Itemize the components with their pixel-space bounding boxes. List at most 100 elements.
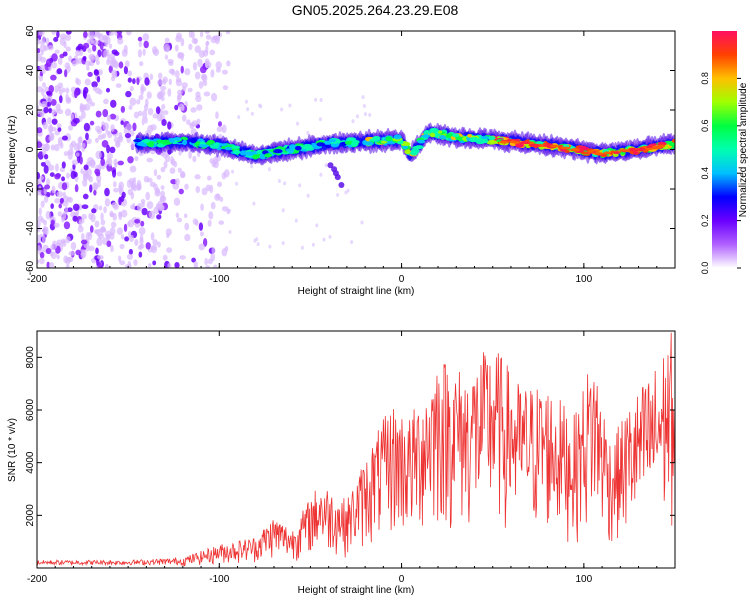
spectrogram-ridge-cell — [133, 139, 143, 143]
spectrogram-noise-cell — [156, 174, 162, 180]
spectrogram-noise-cell — [143, 40, 149, 49]
spectrogram-noise-cell — [67, 207, 73, 213]
spectrogram-noise-cell — [40, 200, 45, 208]
spectrogram-ridge-cell — [252, 154, 259, 160]
spectrogram-ridge-cell — [316, 142, 326, 147]
spectrogram-noise-cell — [204, 31, 210, 35]
spectrogram-ridge-cell — [339, 142, 347, 147]
spectrogram-noise-cell — [92, 44, 97, 52]
spectrogram-noise-cell — [126, 179, 132, 189]
spectrogram-noise-cell — [137, 245, 143, 250]
spectrogram-noise-cell — [110, 124, 115, 132]
snr-x-axis: -200 -100 0 100 — [27, 331, 676, 585]
spectrogram-noise-cell — [315, 223, 319, 228]
spectrogram-ridge-cell — [199, 144, 210, 148]
spectrogram-noise-cell — [136, 182, 142, 190]
spectrogram-noise-cell — [198, 81, 204, 89]
spectrogram-noise-cell — [117, 37, 124, 45]
spectrogram-noise-cell — [46, 117, 52, 125]
spectrogram-peak-cell — [653, 146, 661, 150]
spectrogram-noise-cell — [61, 161, 66, 169]
spectrogram-noise-cell — [49, 172, 55, 177]
spectrogram-noise-cell — [39, 251, 45, 259]
spectrogram-peak-cell — [603, 151, 611, 155]
spectrogram-noise-cell — [73, 89, 78, 99]
spectrogram-noise-cell — [169, 167, 176, 174]
snr-x-tick-label: 100 — [576, 574, 593, 585]
spectrogram-noise-cell — [223, 169, 230, 178]
spectrogram-y-tick-label: 0 — [25, 146, 36, 152]
spectrogram-noise-cell — [129, 165, 137, 173]
spectrogram-noise-cell — [211, 246, 216, 254]
spectrogram-noise-cell — [54, 49, 60, 54]
spectrogram-noise-cell — [134, 219, 141, 224]
spectrogram-noise-cell — [72, 203, 80, 211]
spectrogram-noise-cell — [54, 198, 61, 204]
spectrogram-noise-cell — [174, 70, 180, 78]
spectrogram-noise-cell — [87, 71, 93, 77]
spectrogram-noise-cell — [80, 239, 88, 245]
spectrogram-noise-cell — [170, 178, 177, 185]
spectrogram-noise-cell — [53, 222, 60, 228]
spectrogram-noise-cell — [194, 71, 201, 80]
spectrogram-noise-cell — [215, 111, 219, 119]
spectrogram-noise-cell — [85, 132, 89, 141]
spectrogram-noise-cell — [80, 168, 84, 174]
spectrogram-noise-cell — [84, 60, 92, 67]
snr-frame — [36, 330, 676, 569]
spectrogram-noise-cell — [193, 260, 198, 268]
spectrogram-noise-cell — [133, 259, 138, 266]
spectrogram-noise-cell — [100, 158, 106, 167]
spectrogram-noise-cell — [43, 187, 47, 195]
spectrogram-noise-cell — [336, 192, 340, 197]
spectrogram-noise-cell — [99, 41, 104, 51]
spectrogram-noise-cell — [214, 193, 221, 201]
spectrogram-noise-cell — [56, 109, 64, 115]
spectrogram-noise-cell — [91, 208, 97, 214]
spectrogram-noise-cell — [40, 161, 46, 167]
spectrogram-noise-cell — [62, 51, 68, 57]
spectrogram-noise-cell — [97, 262, 102, 268]
spectrogram-noise-cell — [215, 67, 221, 73]
spectrogram-noise-cell — [162, 254, 168, 261]
spectrogram-ridge-cell — [213, 142, 220, 147]
spectrogram-noise-cell — [89, 101, 96, 107]
spectrogram-noise-cell — [105, 87, 111, 93]
spectrogram-noise-cell — [94, 87, 101, 94]
spectrogram-peak-cell — [645, 145, 653, 149]
spectrogram-noise-cell — [37, 38, 40, 45]
spectrogram-noise-cell — [42, 35, 46, 44]
spectrogram-noise-cell — [80, 232, 85, 242]
spectrogram-noise-cell — [106, 158, 111, 164]
spectrogram-noise-cell — [56, 254, 60, 260]
spectrogram-noise-cell — [165, 228, 172, 236]
spectrogram-noise-cell — [99, 227, 107, 233]
spectrogram-noise-cell — [81, 213, 87, 220]
spectrogram-noise-cell — [195, 91, 201, 98]
spectrogram-noise-cell — [101, 139, 109, 148]
spectrogram-noise-cell — [197, 58, 203, 68]
spectrogram-noise-cell — [203, 91, 211, 97]
spectrogram-y-tick-label: 20 — [25, 104, 36, 116]
spectrogram-peak-cell — [549, 144, 560, 148]
spectrogram-noise-cell — [70, 113, 75, 120]
spectrogram-noise-cell — [103, 49, 109, 58]
spectrogram-noise-cell — [281, 208, 285, 213]
spectrogram-noise-cell — [355, 114, 359, 119]
spectrogram-noise-cell — [51, 185, 56, 194]
spectrogram-noise-cell — [41, 235, 46, 244]
spectrogram-noise-cell — [368, 112, 372, 117]
spectrogram-noise-cell — [158, 204, 165, 211]
spectrogram-noise-cell — [127, 156, 134, 164]
spectrogram-noise-cell — [300, 245, 304, 250]
spectrogram-ridge-cell — [452, 133, 460, 138]
spectrogram-noise-cell — [205, 41, 209, 47]
spectrogram-noise-cell — [81, 110, 86, 120]
spectrogram-noise-cell — [184, 183, 189, 190]
spectrogram-blob — [327, 162, 334, 169]
spectrogram-noise-cell — [83, 31, 88, 39]
spectrogram-noise-cell — [130, 141, 135, 150]
spectrogram-noise-cell — [92, 39, 99, 46]
spectrogram-noise-cell — [138, 110, 143, 117]
spectrogram-noise-cell — [48, 262, 55, 268]
